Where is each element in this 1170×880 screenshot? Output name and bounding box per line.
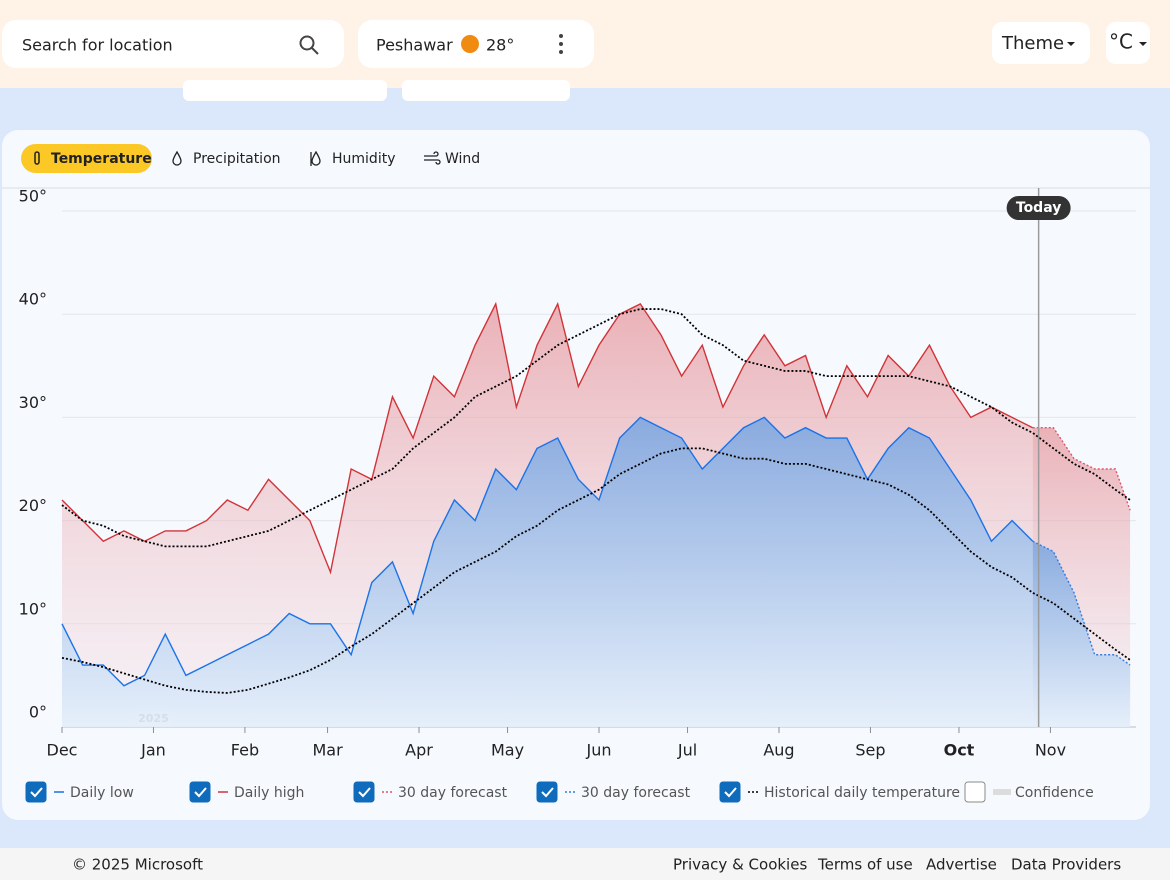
more-icon[interactable] — [559, 34, 563, 54]
drop-icon — [172, 150, 182, 166]
plot: 0° 10° 20° 30° 40° 50° Dec Jan Feb Mar Apr May Jun Ju… — [19, 187, 1136, 803]
x-tick-label: May — [491, 741, 524, 760]
legend-label: 30 day forecast — [398, 785, 508, 801]
thermometer-icon — [34, 151, 40, 165]
line — [1032, 540, 1131, 666]
legend-label: 30 day forecast — [581, 785, 691, 801]
line — [61, 301, 1034, 575]
theme-button[interactable] — [992, 22, 1090, 64]
copyright: © 2025 Microsoft — [72, 856, 203, 874]
footer-link[interactable]: Advertise — [926, 856, 997, 874]
current-temp: 28° — [486, 36, 514, 55]
x-tick-label: Oct — [944, 741, 975, 760]
today-badge — [1006, 196, 1071, 220]
today-label: Today — [1016, 200, 1061, 216]
x-tick-label: Jan — [140, 741, 166, 760]
checkbox[interactable] — [719, 781, 741, 803]
legend-label: Historical daily temperature — [764, 785, 960, 801]
wind-icon — [424, 151, 441, 165]
checkbox[interactable] — [189, 781, 211, 803]
check-mark — [30, 787, 43, 798]
caret — [1067, 42, 1075, 46]
x-tick-label: Feb — [231, 741, 259, 760]
tab[interactable]: Temperature — [51, 151, 152, 167]
legend-swatch — [993, 789, 1011, 795]
y-tick-label: 0° — [29, 703, 47, 722]
x-tick-label: Nov — [1035, 741, 1066, 760]
checkbox[interactable] — [964, 781, 986, 803]
y-tick-label: 40° — [19, 290, 47, 309]
x-tick-label: Dec — [47, 741, 78, 760]
x-tick-label: Jun — [586, 741, 612, 760]
footer-link[interactable]: Data Providers — [1011, 856, 1121, 874]
legend-label: Daily low — [70, 785, 134, 801]
line — [61, 308, 1131, 548]
tab[interactable]: Humidity — [332, 151, 395, 167]
checkbox[interactable] — [25, 781, 47, 803]
search-box[interactable] — [2, 20, 344, 68]
y-tick-label: 20° — [19, 496, 47, 515]
line — [61, 416, 1034, 687]
active-tab[interactable] — [21, 144, 152, 173]
tab[interactable]: Wind — [445, 151, 480, 167]
checkbox[interactable] — [536, 781, 558, 803]
caret — [1139, 42, 1147, 46]
line — [61, 447, 1131, 694]
check-mark — [541, 787, 554, 798]
y-tick-label: 50° — [19, 187, 47, 206]
x-tick-label: Aug — [763, 741, 794, 760]
y-tick-label: 30° — [19, 393, 47, 412]
y-tick-label: 10° — [19, 599, 47, 618]
x-tick-label: Mar — [312, 741, 343, 760]
check-mark — [724, 787, 737, 798]
sun-icon — [461, 35, 479, 53]
footer — [0, 848, 1170, 880]
sub-card — [402, 80, 570, 101]
x-tick-label: Sep — [855, 741, 885, 760]
humidity-icon — [310, 150, 321, 166]
area — [62, 417, 1033, 727]
footer-link[interactable]: Privacy & Cookies — [673, 856, 807, 874]
unit-button[interactable] — [1106, 22, 1150, 64]
sub-card — [183, 80, 387, 101]
search-icon[interactable] — [299, 35, 315, 51]
location: Peshawar — [376, 36, 453, 55]
check-mark — [358, 787, 371, 798]
footer-link[interactable]: Terms of use — [817, 856, 913, 874]
area — [1032, 541, 1131, 727]
checkbox[interactable] — [353, 781, 375, 803]
x-tick-label: Jul — [677, 741, 697, 760]
unit-label: °C — [1109, 30, 1133, 54]
search-placeholder: Search for location — [22, 36, 173, 55]
tab[interactable]: Precipitation — [193, 151, 281, 167]
legend-label: Daily high — [234, 785, 304, 801]
search-icon — [311, 47, 319, 55]
legend-label: Confidence — [1015, 785, 1094, 801]
theme-label: Theme — [1001, 33, 1064, 54]
line — [1032, 427, 1131, 511]
x-tick-label: Apr — [405, 741, 433, 760]
check-mark — [194, 787, 207, 798]
